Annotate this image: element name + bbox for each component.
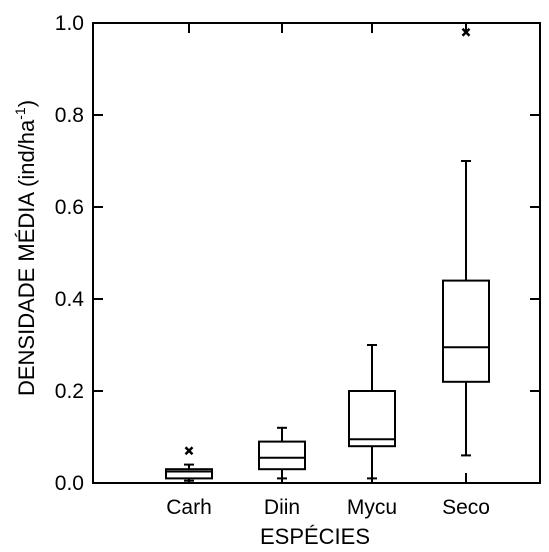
box-diin — [258, 426, 306, 480]
y-tick-label: 0.8 — [55, 104, 84, 127]
y-tick-label: 0.4 — [55, 288, 85, 311]
y-axis-title: DENSIDADE MÉDIA (ind/ha-1) — [12, 100, 39, 396]
box-carh — [165, 446, 213, 482]
box-mycu — [348, 344, 396, 480]
iqr-box — [258, 440, 306, 471]
plot-frame — [92, 22, 541, 484]
box-series — [165, 27, 490, 482]
x-axis-title: ESPÉCIES — [260, 524, 370, 549]
x-tick-label: Carh — [166, 496, 212, 519]
iqr-box — [348, 390, 396, 448]
x-axis: Carh Diin Mycu Seco — [166, 23, 490, 519]
box-seco — [442, 27, 490, 457]
plot-border — [92, 22, 541, 484]
outlier-point — [184, 446, 194, 456]
y-axis-title-close: ) — [14, 100, 39, 107]
x-tick-label: Diin — [264, 496, 300, 519]
iqr-box — [442, 279, 490, 383]
y-tick-label: 0.0 — [55, 472, 84, 495]
y-axis-title-superscript: -1 — [12, 107, 28, 120]
y-tick-label: 1.0 — [55, 12, 84, 35]
y-tick-label: 0.6 — [55, 196, 84, 219]
y-tick-label: 0.2 — [55, 380, 84, 403]
y-axis: 0.0 0.2 0.4 0.6 0.8 1.0 — [55, 12, 540, 495]
iqr-box — [165, 468, 213, 480]
y-axis-title-main: DENSIDADE MÉDIA (ind/ha — [14, 119, 39, 396]
x-tick-label: Mycu — [347, 496, 397, 519]
x-tick-label: Seco — [442, 496, 490, 519]
outlier-point — [461, 27, 471, 37]
